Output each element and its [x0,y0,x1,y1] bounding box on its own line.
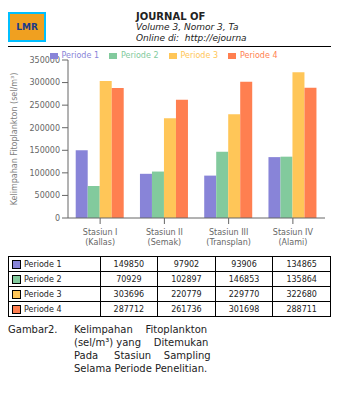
html-text:303696: 303696 [113,289,145,299]
html-text:Periode 2: Periode 2 [24,274,62,284]
html-text:261736: 261736 [171,304,202,314]
svg-text:250000: 250000 [29,101,60,110]
svg-text:350000: 350000 [29,56,60,65]
html-text:Gambar 2.: Gambar 2. [8,324,58,335]
html-text:134865: 134865 [286,259,317,269]
svg-text:50000: 50000 [35,191,60,200]
html-text:Periode 4: Periode 4 [24,304,62,314]
html-text:93906: 93906 [231,259,257,269]
html-text:JOURNAL OF: JOURNAL OF [136,10,206,22]
html-text:97902: 97902 [173,259,200,269]
svg-text:Stasiun II(Semak): Stasiun II(Semak) [146,228,183,247]
svg-text:300000: 300000 [29,78,60,87]
html-text:146853: 146853 [228,274,260,284]
html-text:Periode 2: Periode 2 [121,51,159,60]
html-text:Periode 3: Periode 3 [180,51,218,60]
html-text:70929: 70929 [116,274,142,284]
html-text:Periode 3: Periode 3 [24,289,62,299]
svg-text:0: 0 [55,214,60,223]
svg-text:200000: 200000 [29,124,60,133]
svg-text:Stasiun I(Kallas): Stasiun I(Kallas) [83,228,118,247]
html-text:149850: 149850 [113,259,145,269]
html-text:Periode 4: Periode 4 [240,51,278,60]
html-text:135864: 135864 [286,274,317,284]
html-text:229770: 229770 [228,289,260,299]
svg-text:150000: 150000 [29,146,60,155]
html-text:LMR: LMR [16,22,38,32]
svg-text:100000: 100000 [29,169,60,178]
html-text:288711: 288711 [286,304,317,314]
html-text:322680: 322680 [286,289,317,299]
html-text:301698: 301698 [228,304,260,314]
html-text:Periode 1: Periode 1 [61,51,99,60]
html-text:Online di: http://ejourna: Online di: http://ejourna [136,32,247,43]
html-text:Periode 1: Periode 1 [24,259,62,269]
html-text:220779: 220779 [171,289,202,299]
svg-text:Stasiun III(Transplan): Stasiun III(Transplan) [206,228,251,247]
html-text:287712: 287712 [113,304,145,314]
html-text:Volume 3, Nomor 3, Ta: Volume 3, Nomor 3, Ta [136,22,239,33]
html-text:Kelimpahan Fitoplankton (sel/m: Kelimpahan Fitoplankton (sel/m³) yang Di… [74,324,211,374]
html-text:102897: 102897 [171,274,202,284]
svg-text:Kelimpahan Fitoplankton (sel/m: Kelimpahan Fitoplankton (sel/m³) [10,73,19,206]
svg-text:Stasiun IV(Alami): Stasiun IV(Alami) [273,228,314,247]
